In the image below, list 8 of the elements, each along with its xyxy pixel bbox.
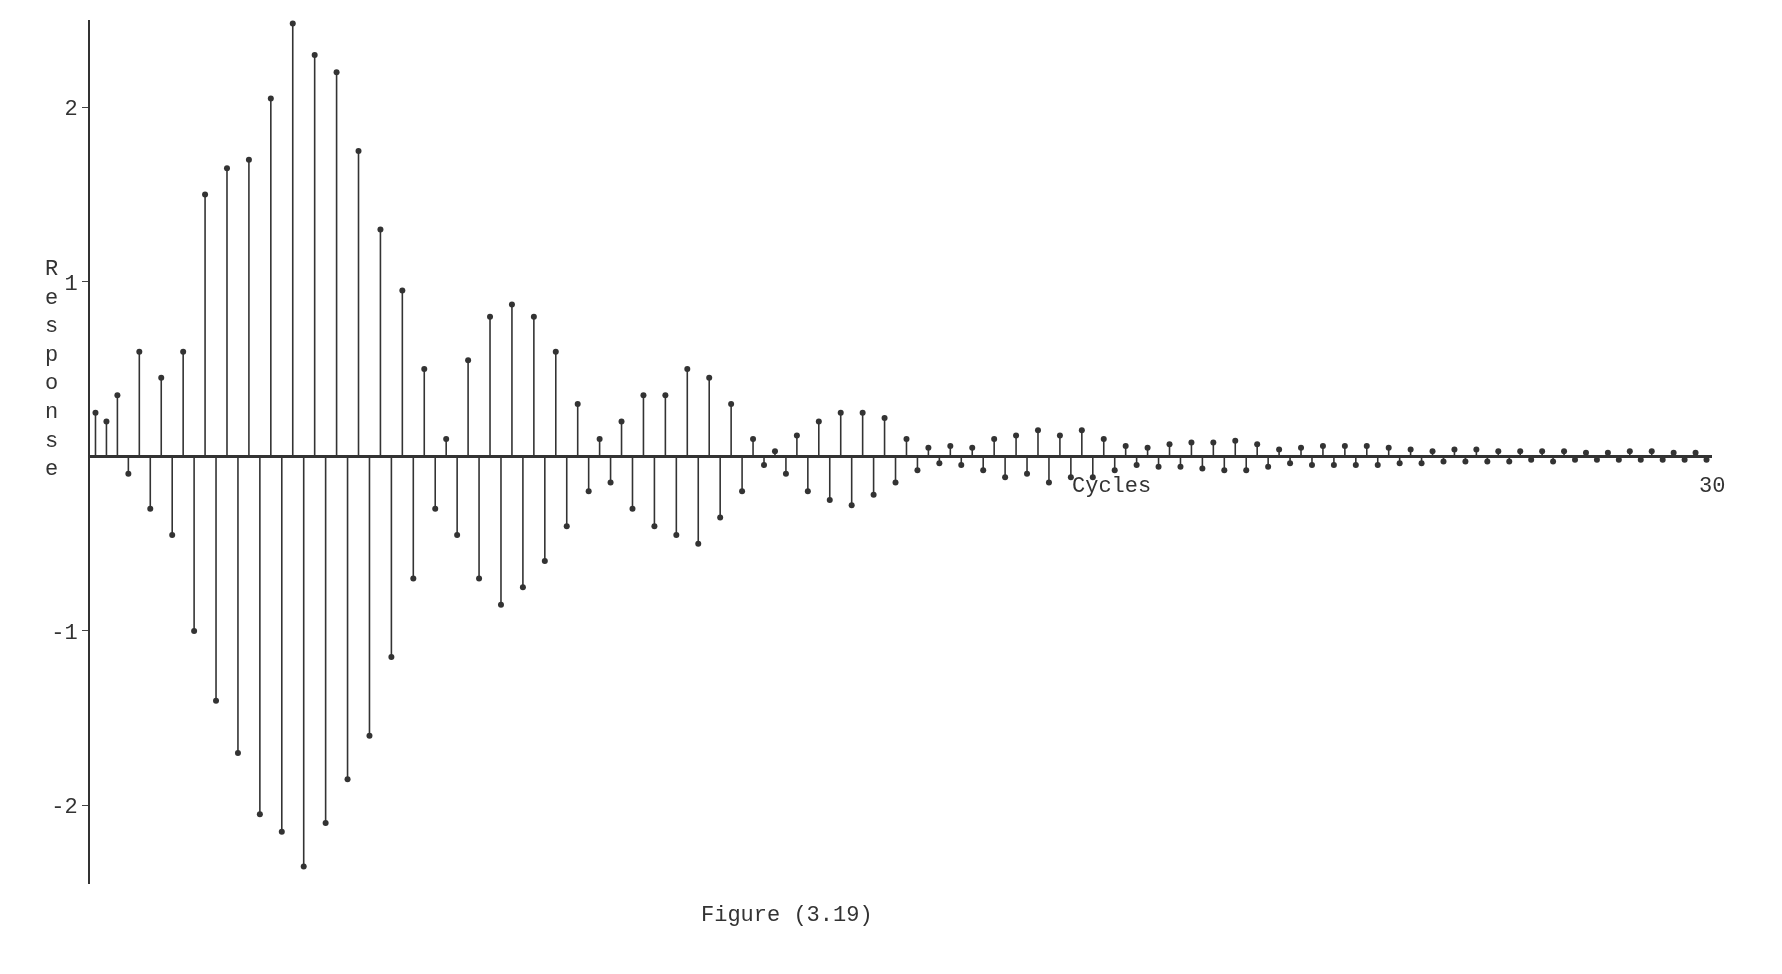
text: Figure (3.19) (701, 903, 873, 928)
y-tick-label: 2 (64, 96, 78, 122)
y-tick-label: 1 (64, 271, 78, 297)
y-tick-label: -1 (51, 620, 78, 646)
y-tick-label: -2 (51, 795, 78, 821)
annotation: 30 (1699, 474, 1726, 499)
y-axis-title: Response (45, 257, 59, 483)
x-axis-title: Cycles (1072, 474, 1152, 499)
